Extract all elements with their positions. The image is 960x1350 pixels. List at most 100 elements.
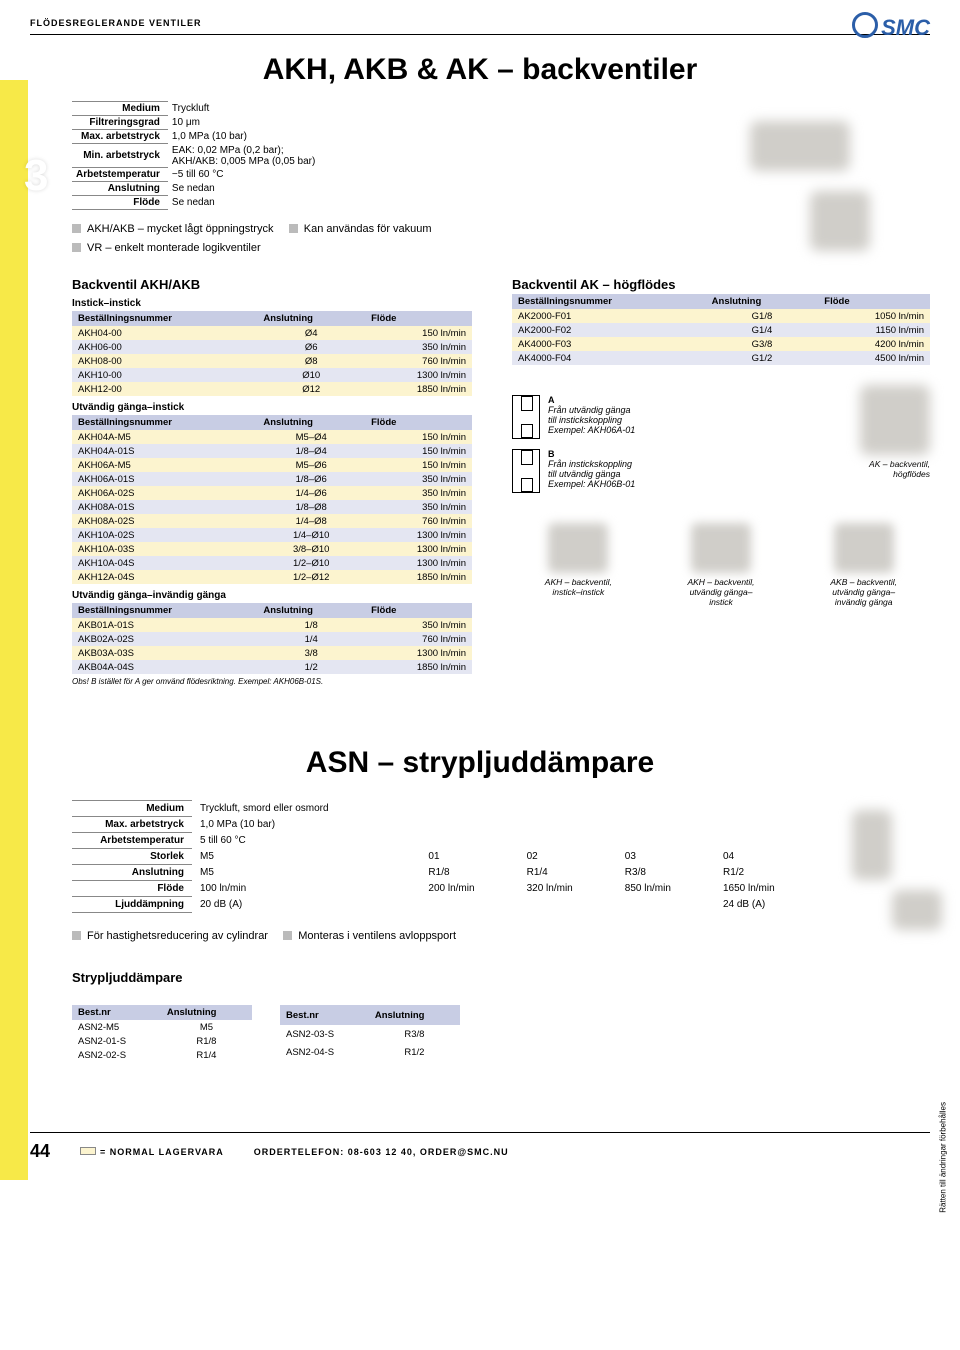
- spec-label: Arbetstemperatur: [72, 833, 192, 849]
- page-title-1: AKH, AKB & AK – backventiler: [30, 53, 930, 87]
- col-header: Anslutning: [161, 1005, 252, 1020]
- product-photo-2: [842, 800, 942, 940]
- category-label: FLÖDESREGLERANDE VENTILER: [30, 18, 930, 28]
- spec-label: Anslutning: [72, 182, 168, 196]
- table-row: AKH08A-01S1/8–Ø8350 ln/min: [72, 500, 472, 514]
- mini-table-2: Best.nrAnslutningASN2-03-SR3/8ASN2-04-SR…: [280, 1005, 460, 1062]
- col-header: Flöde: [818, 294, 930, 309]
- spec-table-2: MediumTryckluft, smord eller osmordMax. …: [72, 800, 822, 913]
- table-row: ASN2-03-SR3/8: [280, 1025, 460, 1044]
- section-number: 3: [24, 151, 48, 201]
- table-row: AKH08-00Ø8760 ln/min: [72, 354, 472, 368]
- obs-note: Obs! B istället för A ger omvänd flödesr…: [72, 677, 472, 686]
- table-row: AKH06-00Ø6350 ln/min: [72, 340, 472, 354]
- col-header: Anslutning: [706, 294, 819, 309]
- col-header: Anslutning: [257, 603, 365, 618]
- spec-label: Flöde: [72, 196, 168, 210]
- spec-value: EAK: 0,02 MPa (0,2 bar); AKH/AKB: 0,005 …: [168, 144, 323, 168]
- table-row: AKH04A-01S1/8–Ø4150 ln/min: [72, 444, 472, 458]
- col-header: Best.nr: [72, 1005, 161, 1020]
- table-row: ASN2-02-SR1/4: [72, 1048, 252, 1062]
- col-header: Anslutning: [369, 1005, 460, 1025]
- table-ak: BeställningsnummerAnslutningFlödeAK2000-…: [512, 294, 930, 365]
- table-row: AKH10A-04S1/2–Ø101300 ln/min: [72, 556, 472, 570]
- subsection-1: Instick–instick: [72, 298, 472, 309]
- spec-value: 1,0 MPa (10 bar): [168, 130, 323, 144]
- product-thumb: [691, 523, 751, 573]
- subsection-3: Utvändig gänga–invändig gänga: [72, 590, 472, 601]
- table-row: AK2000-F01G1/81050 ln/min: [512, 309, 930, 323]
- side-disclaimer: Rätten till ändringar förbehålles: [939, 1102, 948, 1213]
- product-thumb: [548, 523, 608, 573]
- spec-label: Arbetstemperatur: [72, 168, 168, 182]
- spec-label: Filtreringsgrad: [72, 116, 168, 130]
- table-row: AKH12A-04S1/2–Ø121850 ln/min: [72, 570, 472, 584]
- col-header: Anslutning: [257, 415, 365, 430]
- col-header: Flöde: [365, 311, 472, 326]
- table-row: AK4000-F04G1/24500 ln/min: [512, 351, 930, 365]
- subsection-2: Utvändig gänga–instick: [72, 402, 472, 413]
- diagram-a: AFrån utvändig gänga till instickskoppli…: [512, 395, 635, 439]
- table-row: AKB04A-04S1/21850 ln/min: [72, 660, 472, 674]
- table-row: ASN2-M5M5: [72, 1020, 252, 1034]
- lager-legend: = NORMAL LAGERVARA: [80, 1147, 224, 1157]
- table-utv-instick: BeställningsnummerAnslutningFlödeAKH04A-…: [72, 415, 472, 584]
- product-photo-1: [730, 101, 930, 241]
- order-info: ORDERTELEFON: 08-603 12 40, ORDER@SMC.NU: [254, 1147, 509, 1157]
- table-instick: BeställningsnummerAnslutningFlödeAKH04-0…: [72, 311, 472, 396]
- col-header: Best.nr: [280, 1005, 369, 1025]
- spec-table-1: MediumTryckluftFiltreringsgrad10 μmMax. …: [72, 101, 323, 210]
- right-heading: Backventil AK – högflödes: [512, 277, 930, 292]
- table-row: AKH10A-02S1/4–Ø101300 ln/min: [72, 528, 472, 542]
- table-row: AKH06A-02S1/4–Ø6350 ln/min: [72, 486, 472, 500]
- spec-value: −5 till 60 °C: [168, 168, 323, 182]
- table-row: AKB02A-02S1/4760 ln/min: [72, 632, 472, 646]
- product-thumb: [834, 523, 894, 573]
- smc-logo: SMC: [852, 12, 930, 41]
- mini-table-1: Best.nrAnslutningASN2-M5M5ASN2-01-SR1/8A…: [72, 1005, 252, 1062]
- spec-label: Anslutning: [72, 865, 192, 881]
- col-header: Beställningsnummer: [72, 311, 257, 326]
- spec-label: Flöde: [72, 881, 192, 897]
- caption: AKH – backventil, instick–instick: [512, 577, 645, 597]
- table-utv-inv: BeställningsnummerAnslutningFlödeAKB01A-…: [72, 603, 472, 674]
- spec-label: Storlek: [72, 849, 192, 865]
- table-row: AKH06A-01S1/8–Ø6350 ln/min: [72, 472, 472, 486]
- product-photo-ak: [860, 385, 930, 455]
- table-row: AK4000-F03G3/84200 ln/min: [512, 337, 930, 351]
- spec-label: Medium: [72, 102, 168, 116]
- page-number: 44: [30, 1141, 50, 1162]
- page-title-2: ASN – strypljuddämpare: [30, 746, 930, 780]
- table-row: AKH10-00Ø101300 ln/min: [72, 368, 472, 382]
- spec-label: Ljuddämpning: [72, 897, 192, 913]
- col-header: Flöde: [365, 415, 472, 430]
- table-row: AKB01A-01S1/8350 ln/min: [72, 618, 472, 632]
- spec-label: Min. arbetstryck: [72, 144, 168, 168]
- spec-label: Medium: [72, 801, 192, 817]
- diagram-b: BFrån instickskoppling till utvändig gän…: [512, 449, 635, 493]
- left-heading: Backventil AKH/AKB: [72, 277, 472, 292]
- spec-value: Se nedan: [168, 196, 323, 210]
- col-header: Beställningsnummer: [72, 415, 257, 430]
- yellow-strip: [0, 80, 28, 1180]
- table-row: ASN2-01-SR1/8: [72, 1034, 252, 1048]
- spec-value: Se nedan: [168, 182, 323, 196]
- caption: AKB – backventil, utvändig gänga– invänd…: [797, 577, 930, 607]
- table-row: AKH04-00Ø4150 ln/min: [72, 326, 472, 340]
- table-row: ASN2-04-SR1/2: [280, 1043, 460, 1062]
- spec-value: 10 μm: [168, 116, 323, 130]
- table-row: AKH12-00Ø121850 ln/min: [72, 382, 472, 396]
- table-row: AKH10A-03S3/8–Ø101300 ln/min: [72, 542, 472, 556]
- table-row: AKH06A-M5M5–Ø6150 ln/min: [72, 458, 472, 472]
- spec-label: Max. arbetstryck: [72, 130, 168, 144]
- table-row: AK2000-F02G1/41150 ln/min: [512, 323, 930, 337]
- caption: AKH – backventil, utvändig gänga– instic…: [655, 577, 788, 607]
- spec-value: Tryckluft: [168, 102, 323, 116]
- table-row: AKH08A-02S1/4–Ø8760 ln/min: [72, 514, 472, 528]
- caption-ak: AK – backventil, högflödes: [655, 459, 930, 479]
- spec-label: Max. arbetstryck: [72, 817, 192, 833]
- mini-heading: Strypljuddämpare: [72, 970, 930, 985]
- col-header: Flöde: [365, 603, 472, 618]
- table-row: AKH04A-M5M5–Ø4150 ln/min: [72, 430, 472, 444]
- col-header: Anslutning: [257, 311, 365, 326]
